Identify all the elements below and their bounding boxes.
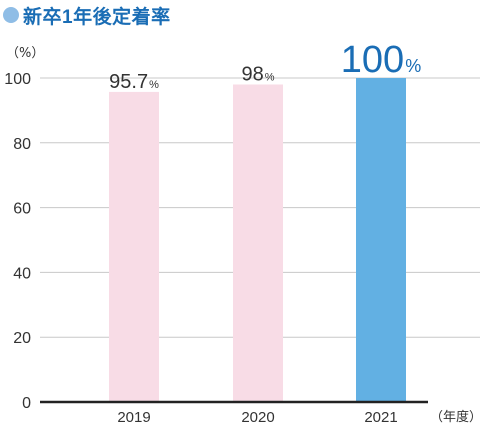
bar	[356, 78, 406, 402]
x-tick-label: 2019	[117, 409, 150, 426]
value-label: 100%	[341, 39, 421, 81]
bullet-circle-icon	[3, 7, 19, 23]
value-label: 95.7%	[109, 71, 159, 93]
chart-title-bar: 新卒1年後定着率	[3, 3, 171, 28]
value-number: 95.7	[109, 71, 148, 93]
y-tick-label: 80	[13, 136, 31, 153]
x-axis-label: （年度）	[430, 409, 480, 425]
y-tick-label: 60	[13, 201, 31, 218]
y-axis-label: （%）	[6, 46, 44, 61]
chart-title: 新卒1年後定着率	[23, 6, 171, 28]
x-tick-label: 2021	[364, 409, 397, 426]
y-tick-label: 100	[4, 71, 31, 88]
value-number: 98	[241, 63, 263, 85]
value-unit: %	[405, 56, 421, 76]
bar	[233, 84, 283, 402]
y-tick-label: 20	[13, 330, 31, 347]
bar	[109, 91, 159, 402]
value-unit: %	[149, 79, 159, 91]
value-unit: %	[265, 71, 275, 83]
x-tick-label: 2020	[241, 409, 274, 426]
y-tick-label: 0	[22, 395, 31, 412]
value-number: 100	[341, 39, 404, 81]
value-label: 98%	[241, 63, 274, 85]
y-tick-label: 40	[13, 265, 31, 282]
